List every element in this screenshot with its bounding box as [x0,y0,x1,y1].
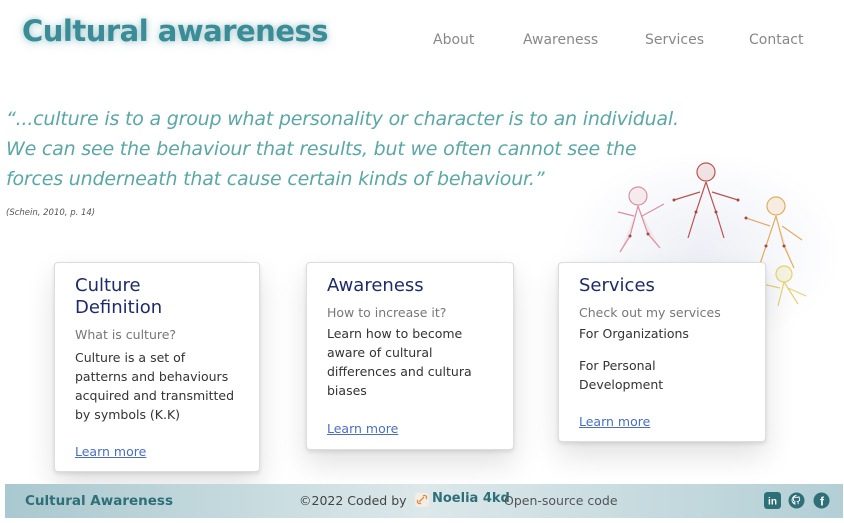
card-body-line: by symbols (K.K) [75,407,181,422]
main-nav: About Awareness Services Contact [0,32,844,52]
site-footer: Cultural Awareness ©2022 Coded by Noelia… [5,484,843,518]
card-body-line: biases [327,383,367,398]
card-subtitle: Check out my services [579,305,721,320]
footer-copyright: ©2022 Coded by [299,493,407,508]
card-title: Awareness [327,275,493,297]
svg-text:in: in [768,497,777,508]
card-services: Services Check out my services For Organ… [558,262,766,442]
footer-brand[interactable]: Cultural Awareness [25,493,173,509]
card-body-line: patterns and behaviours [75,369,229,384]
learn-more-link[interactable]: Learn more [75,444,147,459]
card-body: For Organizations For Personal Developme… [579,324,745,394]
people-network-illustration [617,162,807,307]
learn-more-link[interactable]: Learn more [579,414,651,429]
card-title-line: Services [579,275,655,296]
figure-orange [745,196,803,271]
card-body-line: acquired and transmitted [75,388,235,403]
card-body: Learn how to become aware of cultural di… [327,324,493,400]
learn-more-link[interactable]: Learn more [327,421,399,436]
card-body-line: aware of cultural [327,345,433,360]
card-title-line: Culture [75,275,141,296]
quote-line: “...culture is to a group what personali… [6,108,679,130]
hero-quote: “...culture is to a group what personali… [6,104,726,194]
nav-contact[interactable]: Contact [749,32,804,48]
github-icon[interactable] [788,492,805,509]
card-body-line: Culture is a set of [75,350,186,365]
card-body-line: Learn how to become [327,326,463,341]
card-awareness: Awareness How to increase it? Learn how … [306,262,514,450]
figure-pink [617,186,665,253]
linkedin-icon[interactable]: in [764,492,781,509]
svg-text:f: f [820,495,825,509]
card-title-line: Definition [75,297,163,318]
quote-line: forces underneath that cause certain kin… [6,168,545,190]
author-link[interactable]: Noelia 4kd [432,491,510,506]
card-title: Culture Definition [75,275,239,319]
nav-awareness[interactable]: Awareness [523,32,599,48]
figure-yellow [761,265,807,307]
card-culture-definition: Culture Definition What is culture? Cult… [54,262,260,472]
quote-line: We can see the behaviour that results, b… [6,138,637,160]
card-title: Services [579,275,745,297]
card-body: Culture is a set of patterns and behavio… [75,348,239,424]
card-subtitle: How to increase it? [327,305,447,320]
card-body-line: differences and cultura [327,364,472,379]
card-subtitle: What is culture? [75,327,177,342]
service-item: For Organizations [579,326,689,341]
card-title-line: Awareness [327,275,424,296]
nav-about[interactable]: About [433,32,475,48]
site-logo[interactable]: Cultural awareness [22,14,329,48]
link-icon [415,493,429,507]
nav-services[interactable]: Services [645,32,705,48]
quote-citation: (Schein, 2010, p. 14) [6,208,96,218]
open-source-link[interactable]: Open-source code [504,493,618,508]
service-item: For Personal [579,358,656,373]
service-item: Development [579,377,664,392]
facebook-icon[interactable]: f [813,492,830,509]
